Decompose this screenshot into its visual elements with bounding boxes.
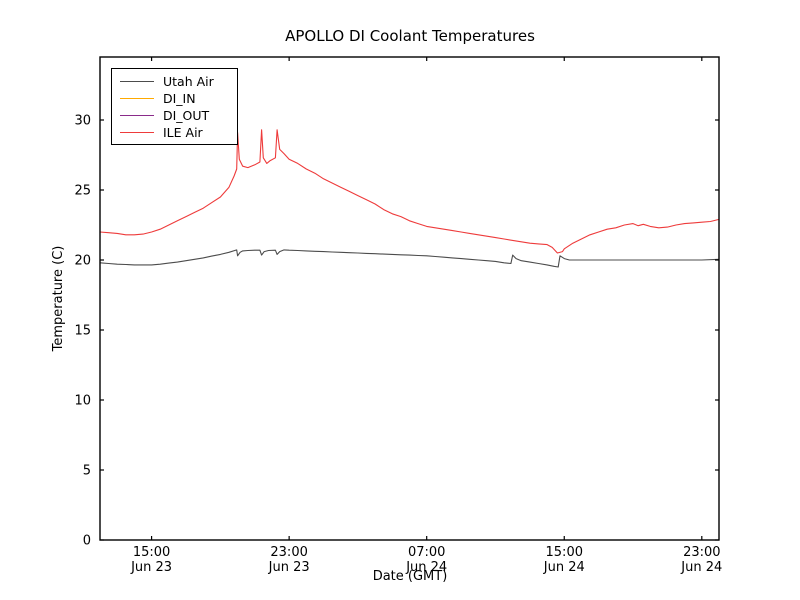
y-tick-label: 0: [83, 534, 91, 549]
legend-line-swatch: [120, 80, 154, 82]
x-tick-label-date: Jun 24: [543, 560, 585, 575]
x-tick-label-time: 07:00: [408, 545, 445, 560]
chart-title: APOLLO DI Coolant Temperatures: [285, 27, 535, 45]
legend-item-ile-air: ILE Air: [112, 124, 237, 140]
legend-line-swatch: [120, 114, 154, 116]
series-line-utah-air: [99, 249, 720, 268]
x-tick-label-time: 15:00: [133, 545, 170, 560]
y-tick-label: 10: [74, 394, 91, 409]
x-tick-label-date: Jun 24: [405, 560, 447, 575]
y-tick-label: 30: [74, 114, 91, 129]
y-tick-label: 20: [74, 254, 91, 269]
legend-label: Utah Air: [163, 73, 214, 89]
x-tick-label-time: 23:00: [270, 545, 307, 560]
x-tick-label-time: 15:00: [546, 545, 583, 560]
x-tick-label-date: Jun 23: [268, 560, 310, 575]
axes-frame: [99, 56, 720, 541]
x-tick-label-date: Jun 24: [680, 560, 722, 575]
x-tick-label-date: Jun 23: [130, 560, 172, 575]
legend-line-swatch: [120, 97, 154, 99]
legend-item-utah-air: Utah Air: [112, 73, 237, 89]
x-axis-label: Date (GMT): [372, 569, 448, 584]
x-tick-label-time: 23:00: [683, 545, 720, 560]
legend-label: DI_OUT: [163, 107, 210, 123]
legend-item-di-in: DI_IN: [112, 90, 237, 106]
legend-line-swatch: [120, 131, 154, 133]
y-tick-label: 5: [83, 464, 91, 479]
y-tick-label: 15: [74, 324, 91, 339]
legend-label: DI_IN: [163, 90, 196, 106]
legend-item-di-out: DI_OUT: [112, 107, 237, 123]
series-line-ile-air: [99, 129, 720, 254]
legend-label: ILE Air: [163, 124, 203, 140]
y-tick-label: 25: [74, 184, 91, 199]
legend: Utah Air DI_IN DI_OUT ILE Air: [111, 68, 238, 145]
